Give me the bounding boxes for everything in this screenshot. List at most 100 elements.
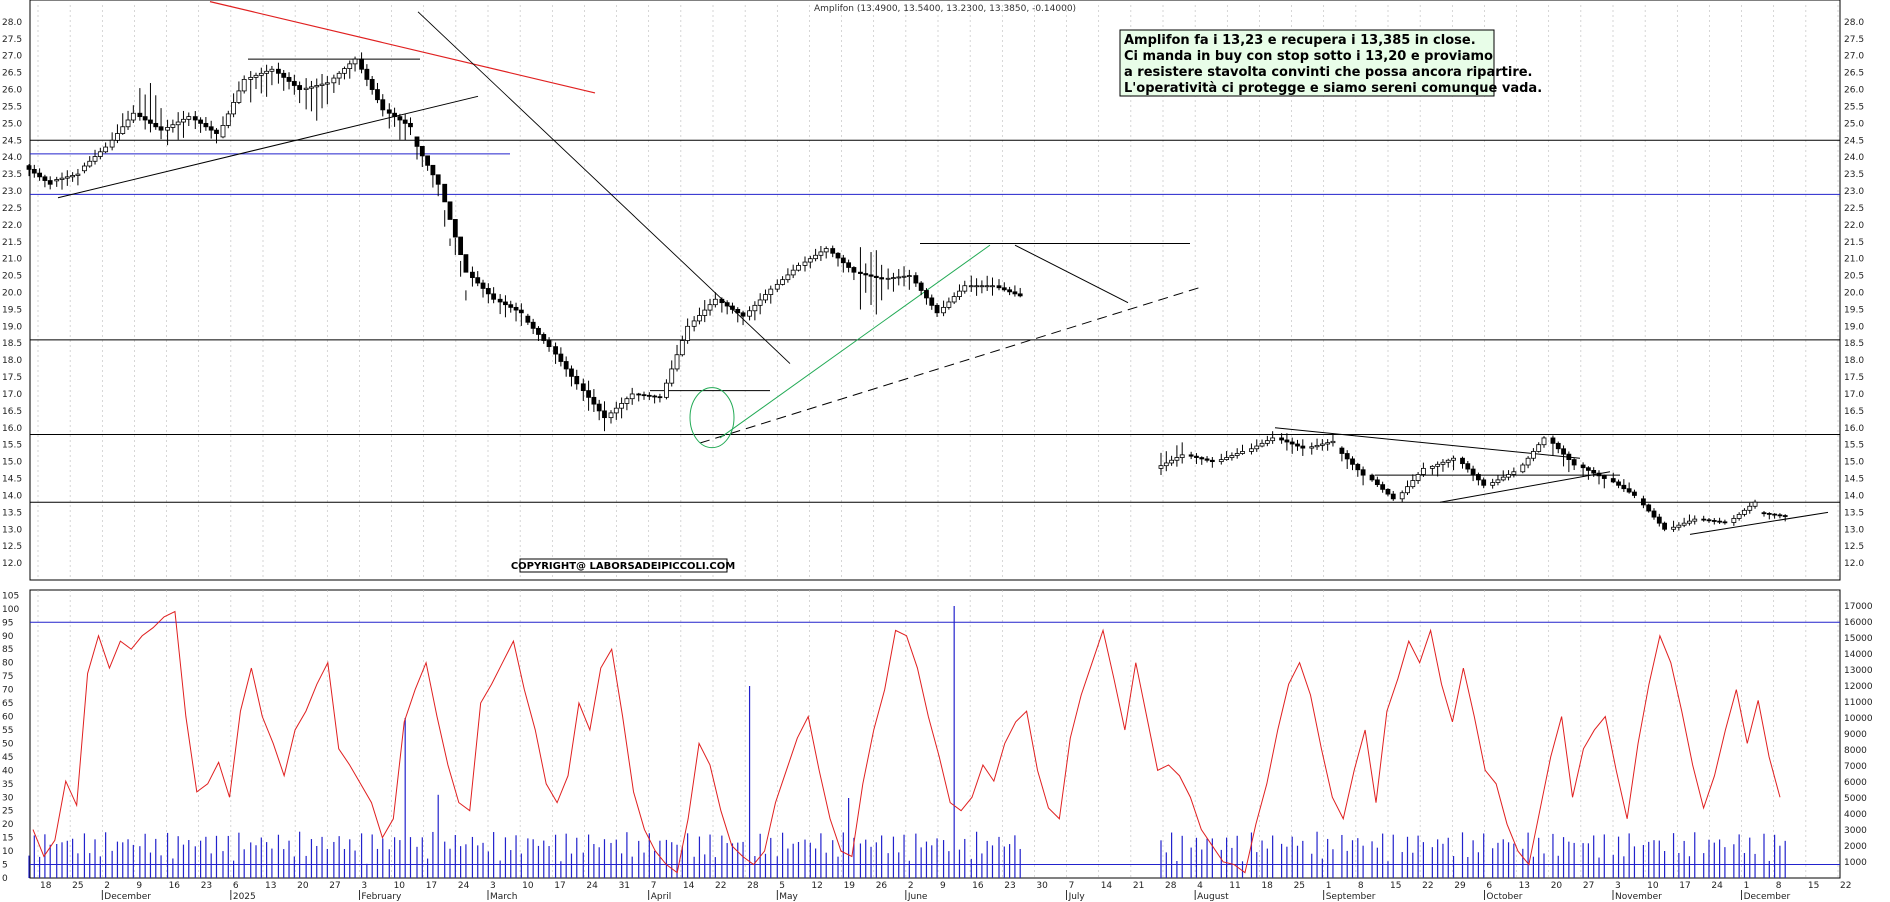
price-tick-left: 19.0 bbox=[2, 322, 22, 332]
candle-body bbox=[347, 63, 353, 69]
annotation-line: a resistere stavolta convinti che possa … bbox=[1124, 65, 1533, 80]
volume-tick: 12000 bbox=[1844, 682, 1873, 692]
candle-body bbox=[707, 304, 713, 311]
price-tick-left: 16.0 bbox=[2, 424, 22, 434]
price-tick-right: 16.0 bbox=[1844, 424, 1864, 434]
candle-body bbox=[619, 403, 624, 409]
x-day-tick: 24 bbox=[458, 881, 470, 891]
x-day-tick: 10 bbox=[394, 881, 406, 891]
candle-body bbox=[735, 309, 741, 314]
x-day-tick: 23 bbox=[201, 881, 212, 891]
x-month-label: February bbox=[361, 892, 402, 902]
candle-body bbox=[691, 320, 697, 327]
candle-body bbox=[1701, 518, 1707, 521]
x-month-label: December bbox=[1744, 892, 1791, 902]
candle-body bbox=[1314, 444, 1320, 448]
candle-body bbox=[1339, 447, 1345, 454]
x-month-label: August bbox=[1197, 892, 1229, 902]
candle-body bbox=[1747, 505, 1753, 511]
candle-body bbox=[1007, 289, 1012, 293]
x-day-tick: 5 bbox=[779, 881, 785, 891]
volume-tick: 15000 bbox=[1844, 634, 1873, 644]
candle-body bbox=[115, 133, 120, 141]
price-tick-left: 22.0 bbox=[2, 221, 22, 231]
x-day-tick: 8 bbox=[1776, 881, 1782, 891]
candle-body bbox=[87, 160, 93, 167]
copyright-box bbox=[519, 558, 728, 573]
candle-body bbox=[359, 58, 364, 70]
x-day-tick: 7 bbox=[651, 881, 657, 891]
candle-body bbox=[1309, 446, 1315, 449]
x-month-label: October bbox=[1486, 892, 1522, 902]
volume-tick: 3000 bbox=[1844, 826, 1867, 836]
candle-body bbox=[702, 309, 708, 316]
candle-body bbox=[1766, 513, 1772, 515]
candle-body bbox=[1218, 459, 1224, 463]
x-day-tick: 22 bbox=[1422, 881, 1433, 891]
candle-body bbox=[1470, 468, 1476, 475]
price-tick-right: 27.0 bbox=[1844, 52, 1864, 62]
volume-tick: 6000 bbox=[1844, 778, 1867, 788]
candle-body bbox=[1240, 451, 1245, 454]
x-day-tick: 10 bbox=[522, 881, 534, 891]
candle-body bbox=[846, 262, 852, 268]
candle-body bbox=[946, 301, 952, 308]
candle-body bbox=[331, 77, 337, 84]
candle-body bbox=[558, 353, 564, 362]
price-tick-right: 14.5 bbox=[1844, 475, 1864, 485]
candle-body bbox=[491, 293, 497, 300]
indicator-tick: 5 bbox=[2, 861, 8, 871]
candle-body bbox=[1511, 471, 1517, 475]
candle-body bbox=[863, 273, 869, 276]
volume-tick: 10000 bbox=[1844, 714, 1873, 724]
candle-body bbox=[1736, 513, 1742, 519]
candle-body bbox=[276, 68, 281, 74]
candle-body bbox=[1163, 462, 1169, 467]
indicator-tick: 25 bbox=[2, 807, 13, 817]
price-tick-right: 19.5 bbox=[1844, 305, 1864, 315]
x-day-tick: 30 bbox=[1036, 881, 1048, 891]
x-day-tick: 4 bbox=[1197, 881, 1203, 891]
candle-body bbox=[97, 151, 103, 157]
candle-body bbox=[1174, 457, 1180, 461]
price-tick-right: 28.0 bbox=[1844, 18, 1864, 28]
price-tick-left: 16.5 bbox=[2, 407, 22, 417]
price-tick-left: 14.0 bbox=[2, 491, 22, 501]
candle-body bbox=[198, 119, 203, 124]
candle-body bbox=[785, 274, 791, 281]
candle-body bbox=[352, 58, 358, 65]
candle-body bbox=[1188, 454, 1194, 457]
green-circle-highlight bbox=[689, 387, 735, 449]
candle-body bbox=[1001, 287, 1007, 291]
price-tick-right: 23.0 bbox=[1844, 187, 1864, 197]
candle-body bbox=[1591, 470, 1597, 474]
x-month-label: April bbox=[651, 892, 672, 902]
indicator-tick: 35 bbox=[2, 780, 13, 790]
candle-body bbox=[525, 315, 531, 323]
candle-body bbox=[934, 304, 940, 314]
x-day-tick: 8 bbox=[1358, 881, 1364, 891]
x-day-tick: 1 bbox=[1326, 881, 1332, 891]
candle-body bbox=[1405, 486, 1410, 494]
candle-body bbox=[1440, 461, 1446, 465]
candle-body bbox=[1536, 444, 1542, 452]
candle-body bbox=[1158, 465, 1164, 469]
candle-body bbox=[924, 290, 929, 299]
candle-body bbox=[82, 165, 87, 172]
candle-body bbox=[153, 122, 159, 128]
x-day-tick: 20 bbox=[297, 881, 309, 891]
candle-body bbox=[92, 156, 98, 162]
candle-body bbox=[641, 394, 647, 397]
x-day-tick: 3 bbox=[490, 881, 496, 891]
candle-body bbox=[697, 315, 702, 322]
candle-body bbox=[1017, 293, 1023, 297]
volume-tick: 17000 bbox=[1844, 602, 1873, 612]
x-month-label: July bbox=[1068, 892, 1086, 902]
x-day-tick: 17 bbox=[426, 881, 437, 891]
price-tick-right: 26.5 bbox=[1844, 69, 1864, 79]
candle-body bbox=[1435, 463, 1441, 467]
x-month-label: 2025 bbox=[233, 892, 256, 902]
candle-body bbox=[712, 298, 718, 306]
candle-body bbox=[740, 312, 746, 317]
